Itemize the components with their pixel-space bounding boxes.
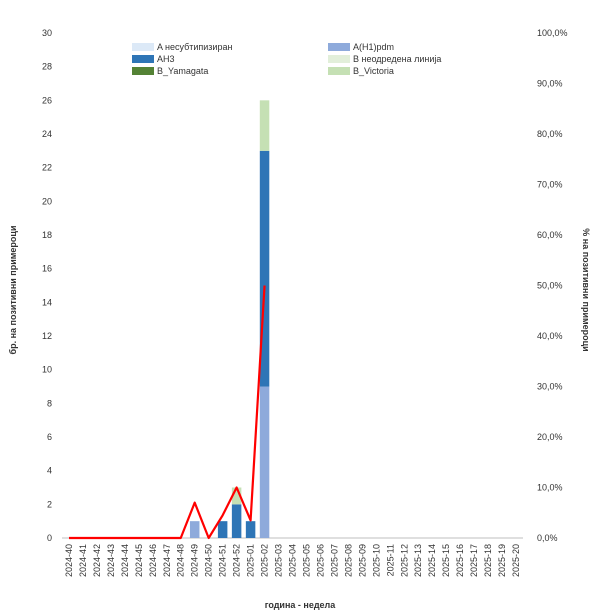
legend-label: B_Yamagata [157,66,208,76]
x-tick-label: 2025-16 [455,544,465,577]
x-tick-label: 2025-08 [343,544,353,577]
legend-swatch [132,43,154,51]
bar-segment [259,150,270,387]
bar-segment [245,521,256,538]
x-tick-label: 2024-50 [204,544,214,577]
y-left-tick-label: 26 [42,95,52,105]
x-tick-label: 2025-18 [483,544,493,577]
x-tick-label: 2024-49 [190,544,200,577]
y-right-tick-label: 0,0% [537,533,558,543]
percent-positive-line [68,285,266,540]
legend-swatch [328,55,350,63]
bars-layer [189,100,270,538]
y-axis-right-label: % на позитивни примероци [581,228,590,351]
bar-segment [231,504,242,538]
y-left-tick-label: 24 [42,129,52,139]
x-tick-label: 2024-42 [92,544,102,577]
x-tick-label: 2025-19 [497,544,507,577]
legend-label: B неодредена линија [353,54,441,64]
y-axis-left-label: бр. на позитивни примероци [8,226,18,355]
bar-segment [259,386,270,538]
y-left-tick-label: 2 [47,499,52,509]
x-tick-label: 2025-10 [371,544,381,577]
x-tick-label: 2025-06 [315,544,325,577]
x-tick-label: 2025-05 [301,544,311,577]
x-tick-label: 2025-07 [329,544,339,577]
x-tick-label: 2025-14 [427,544,437,577]
legend-swatch [132,67,154,75]
y-right-tick-label: 90,0% [537,79,563,89]
legend-swatch [132,55,154,63]
x-tick-label: 2025-20 [511,544,521,577]
legend-label: B_Victoria [353,66,394,76]
y-left-tick-label: 14 [42,297,52,307]
x-tick-label: 2025-11 [385,544,395,576]
x-tick-label: 2024-51 [218,544,228,577]
y-left-tick-label: 16 [42,264,52,274]
x-tick-label: 2024-41 [78,544,88,577]
y-left-tick-label: 0 [47,533,52,543]
y-right-tick-label: 60,0% [537,230,563,240]
bar-segment [231,487,242,505]
x-tick-label: 2024-52 [232,544,242,577]
y-right-tick-label: 10,0% [537,483,563,493]
bar-segment [259,100,270,151]
y-left-tick-label: 20 [42,196,52,206]
y-right-tick-label: 40,0% [537,331,563,341]
y-left-tick-label: 22 [42,163,52,173]
y-left-tick-label: 12 [42,331,52,341]
legend-swatch [328,43,350,51]
y-left-tick-label: 6 [47,432,52,442]
x-tick-label: 2024-47 [162,544,172,577]
x-tick-label: 2025-04 [288,544,298,577]
x-tick-label: 2024-40 [64,544,74,577]
y-right-tick-label: 80,0% [537,129,563,139]
x-tick-label: 2025-01 [246,544,256,577]
y-left-tick-label: 8 [47,398,52,408]
x-tick-label: 2025-09 [357,544,367,577]
x-tick-label: 2025-12 [399,544,409,577]
x-tick-label: 2024-48 [176,544,186,577]
x-axis-label: година - недела [265,600,337,610]
y-right-ticks: 0,0% 10,0% 20,0% 30,0% 40,0% 50,0% 60,0% 70,0% 8… [537,28,568,543]
legend: A несубтипизиран A(H1)pdm AH3 B неодредена … [132,42,441,76]
y-left-tick-label: 10 [42,365,52,375]
y-right-tick-label: 30,0% [537,382,563,392]
legend-label: A несубтипизиран [157,42,232,52]
y-right-tick-label: 20,0% [537,432,563,442]
x-tick-label: 2025-03 [274,544,284,577]
x-tick-label: 2025-13 [413,544,423,577]
legend-label: A(H1)pdm [353,42,394,52]
y-left-tick-label: 28 [42,62,52,72]
y-right-tick-label: 100,0% [537,28,568,38]
x-tick-label: 2024-46 [148,544,158,577]
y-right-tick-label: 50,0% [537,281,563,291]
y-left-tick-label: 4 [47,466,52,476]
legend-swatch [328,67,350,75]
x-tick-label: 2025-17 [469,544,479,577]
x-tick-label: 2024-44 [120,544,130,577]
x-ticks: 2024-40 2024-41 2024-42 2024-43 2024-44 2024-… [64,544,521,577]
x-tick-label: 2025-15 [441,544,451,577]
x-tick-label: 2025-02 [260,544,270,577]
line-layer [68,285,266,540]
x-tick-label: 2024-43 [106,544,116,577]
y-left-tick-label: 18 [42,230,52,240]
y-left-tick-label: 30 [42,28,52,38]
y-right-tick-label: 70,0% [537,180,563,190]
bar-segment [189,521,200,538]
x-tick-label: 2024-45 [134,544,144,577]
legend-label: AH3 [157,54,175,64]
bar-segment [217,521,228,538]
